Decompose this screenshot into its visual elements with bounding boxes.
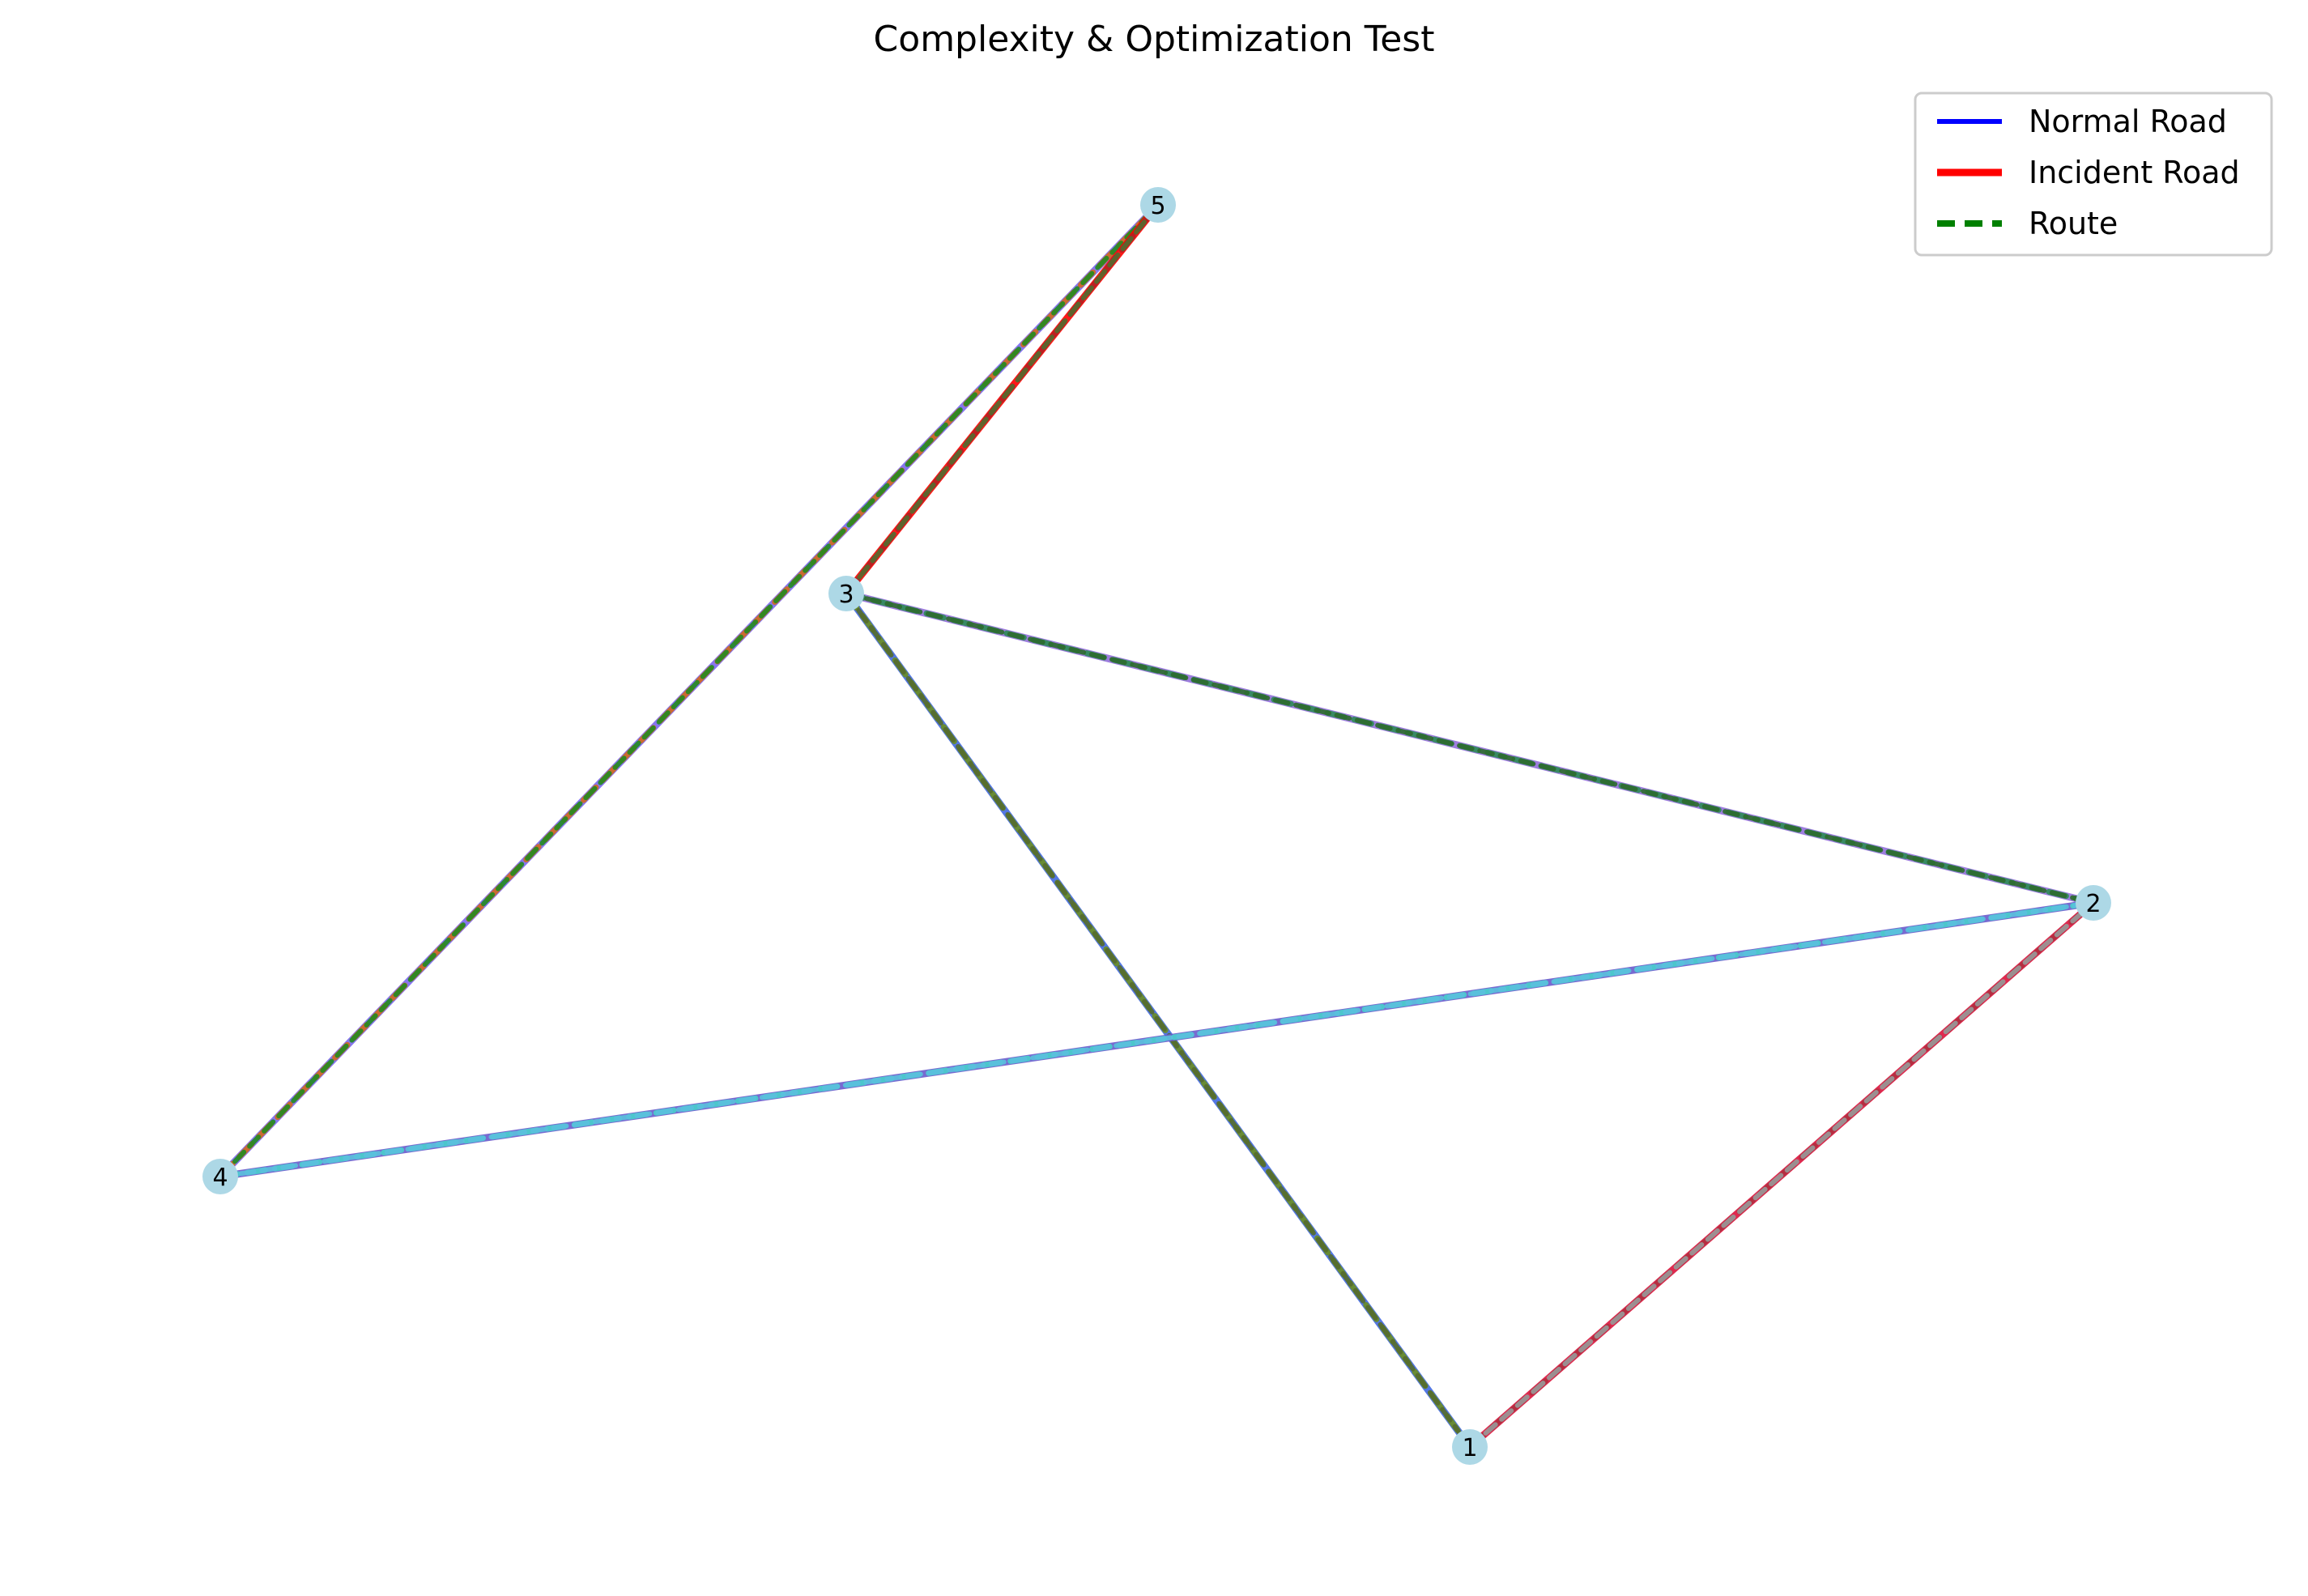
node-1: 1 xyxy=(1452,1429,1488,1465)
chart-title: Complexity & Optimization Test xyxy=(874,19,1435,60)
legend-label: Route xyxy=(2029,206,2118,241)
node-label: 4 xyxy=(212,1164,228,1192)
node-label: 1 xyxy=(1462,1434,1477,1462)
node-label: 3 xyxy=(838,581,854,609)
node-label: 2 xyxy=(2085,890,2101,918)
legend: Normal Road Incident Road Route xyxy=(1914,92,2273,257)
legend-item-route: Route xyxy=(1937,206,2118,241)
legend-item-incident-road: Incident Road xyxy=(1937,155,2240,190)
edge-stroke xyxy=(218,900,2096,1179)
edge-stroke xyxy=(218,202,1160,1179)
node-label: 5 xyxy=(1150,192,1165,220)
edge-1-2 xyxy=(1466,899,2097,1451)
edge-stroke xyxy=(844,202,1160,596)
node-circle xyxy=(1140,187,1176,223)
edge-layer xyxy=(216,201,2097,1451)
node-circle xyxy=(202,1159,238,1194)
edge-3-1 xyxy=(842,589,1474,1451)
node-3: 3 xyxy=(828,576,864,611)
edge-stroke xyxy=(844,591,2096,905)
legend-frame xyxy=(1914,92,2273,257)
node-circle xyxy=(828,576,864,611)
edge-4-2 xyxy=(216,899,2097,1181)
edge-stroke xyxy=(1467,900,2096,1449)
node-circle xyxy=(1452,1429,1488,1465)
edge-3-2 xyxy=(842,589,2097,907)
edge-4-5 xyxy=(216,201,1162,1181)
edge-3-5 xyxy=(842,201,1162,598)
node-layer: 1 2 3 4 5 xyxy=(202,187,2111,1465)
legend-label: Incident Road xyxy=(2029,155,2240,190)
legend-label: Normal Road xyxy=(2029,104,2227,139)
node-2: 2 xyxy=(2076,885,2111,921)
node-5: 5 xyxy=(1140,187,1176,223)
node-4: 4 xyxy=(202,1159,238,1194)
legend-item-normal-road: Normal Road xyxy=(1937,104,2227,139)
node-circle xyxy=(2076,885,2111,921)
edge-stroke xyxy=(844,591,1472,1449)
